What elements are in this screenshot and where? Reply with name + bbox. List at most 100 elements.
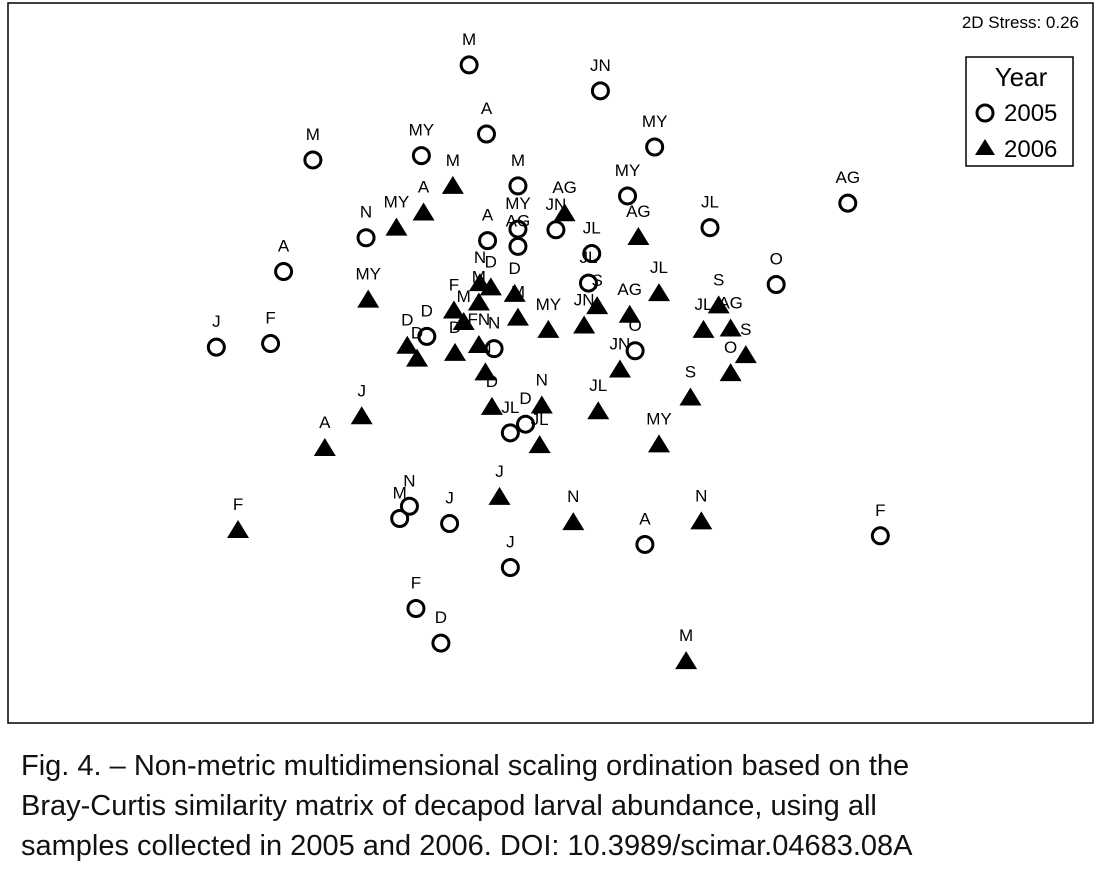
point-label: JN xyxy=(590,56,611,75)
point-2006-triangle xyxy=(690,511,713,530)
point-2005-circle xyxy=(508,236,528,256)
point-label: N xyxy=(488,314,500,333)
point-label: A xyxy=(278,237,290,256)
point-label: N xyxy=(567,487,579,506)
point-label: M xyxy=(511,283,525,302)
point-label: M xyxy=(306,125,320,144)
point-label: M xyxy=(457,287,471,306)
point-label: MY xyxy=(505,194,531,213)
point-label: N xyxy=(695,486,707,505)
point-2005-circle xyxy=(516,414,536,434)
point-label: FN xyxy=(468,310,491,329)
point-label: N xyxy=(360,203,372,222)
point-2005-circle xyxy=(625,341,645,361)
point-2006-triangle xyxy=(350,406,373,425)
point-2006-triangle xyxy=(479,277,502,296)
point-label: M xyxy=(462,30,476,49)
point-2005-circle xyxy=(431,633,451,653)
point-label: MY xyxy=(409,121,435,140)
point-2005-circle xyxy=(870,526,890,546)
point-label: M xyxy=(511,151,525,170)
point-label: F xyxy=(265,309,275,328)
point-label: A xyxy=(482,206,494,225)
point-label: JL xyxy=(579,248,597,267)
point-label: D xyxy=(485,252,497,271)
point-2006-triangle xyxy=(444,342,467,361)
point-2006-triangle xyxy=(562,512,585,531)
point-2005-circle xyxy=(274,262,294,282)
point-label: AG xyxy=(506,211,531,230)
point-label: AG xyxy=(617,280,642,299)
point-label: O xyxy=(724,338,737,357)
point-2005-circle xyxy=(406,599,426,619)
point-label: JN xyxy=(574,291,595,310)
point-label: A xyxy=(418,178,430,197)
point-2005-circle xyxy=(356,228,376,248)
point-2006-triangle xyxy=(692,319,715,338)
point-2005-circle xyxy=(478,231,498,251)
point-label: MY xyxy=(384,193,410,212)
point-2005-circle xyxy=(546,220,566,240)
point-2006-triangle xyxy=(452,311,475,330)
point-2006-triangle xyxy=(441,175,464,194)
point-label: JL xyxy=(650,258,668,277)
point-label: D xyxy=(486,372,498,391)
point-2006-triangle xyxy=(618,304,641,323)
point-label: JL xyxy=(695,295,713,314)
point-2006-triangle xyxy=(734,345,757,364)
point-label: D xyxy=(411,324,423,343)
point-2005-circle xyxy=(635,534,655,554)
point-label: S xyxy=(685,363,696,382)
legend: Year 2005 2006 xyxy=(965,56,1074,167)
point-2006-triangle xyxy=(313,437,336,456)
point-2006-triangle xyxy=(627,227,650,245)
point-2005-circle xyxy=(500,557,520,577)
point-2006-triangle xyxy=(537,319,560,338)
stress-label: 2D Stress: 0.26 xyxy=(962,13,1079,32)
point-2005-circle xyxy=(399,496,419,516)
point-label: MY xyxy=(355,265,381,284)
legend-label-2006: 2006 xyxy=(1004,136,1057,163)
point-2006-triangle xyxy=(357,289,380,308)
point-label: JN xyxy=(610,334,631,353)
point-label: AG xyxy=(718,293,743,312)
point-label: S xyxy=(713,270,724,289)
point-label: MY xyxy=(615,161,641,180)
point-label: MY xyxy=(642,112,668,131)
point-label: S xyxy=(740,320,751,339)
point-label: JL xyxy=(501,398,519,417)
point-2005-circle xyxy=(590,81,610,101)
point-label: AG xyxy=(626,202,651,221)
caption-line-2: Bray-Curtis similarity matrix of decapod… xyxy=(21,790,877,822)
point-2006-triangle xyxy=(586,296,609,315)
point-2005-circle xyxy=(582,244,602,264)
point-label: J xyxy=(357,381,366,400)
point-label: MY xyxy=(536,295,562,314)
point-2006-triangle xyxy=(608,359,631,378)
point-2005-circle xyxy=(390,509,410,529)
point-label: N xyxy=(403,471,415,490)
point-label: F xyxy=(449,275,459,294)
point-2006-triangle xyxy=(587,401,610,420)
point-label: F xyxy=(411,574,421,593)
point-label: J xyxy=(445,489,454,508)
point-label: A xyxy=(639,509,651,528)
point-label: JL xyxy=(589,376,607,395)
point-2005-circle xyxy=(578,273,598,293)
point-2006-triangle xyxy=(553,203,576,222)
point-label: JL xyxy=(701,193,719,212)
point-2005-circle xyxy=(417,326,437,346)
point-2006-triangle xyxy=(707,295,730,314)
caption-line-3: samples collected in 2005 and 2006. DOI:… xyxy=(21,830,913,862)
legend-label-2005: 2005 xyxy=(1004,100,1057,127)
point-label: D xyxy=(435,608,447,627)
point-2005-circle xyxy=(261,334,281,354)
point-2006-triangle xyxy=(385,217,408,236)
point-2005-circle xyxy=(459,55,479,75)
point-label: J xyxy=(495,462,504,481)
point-label: D xyxy=(519,389,531,408)
point-2005-circle xyxy=(766,275,786,295)
point-label: A xyxy=(319,413,331,432)
